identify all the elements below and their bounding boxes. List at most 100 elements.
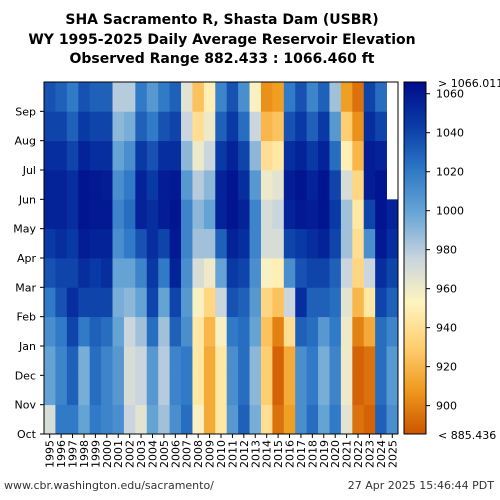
- heatmap-cell-2018-aug: [306, 111, 319, 142]
- heatmap-cell-2020-aug: [329, 111, 342, 142]
- heatmap-cell-2001-jul: [112, 140, 125, 171]
- heatmap-cell-2013-apr: [249, 228, 262, 259]
- heatmap-cell-2024-nov: [375, 375, 387, 406]
- heatmap-cell-2001-oct: [112, 404, 125, 435]
- heatmap-cell-2018-apr: [306, 228, 319, 259]
- heatmap-cell-2003-mar: [135, 258, 148, 288]
- month-label-oct: Oct: [17, 428, 37, 441]
- heatmap-cell-2024-jul: [375, 140, 387, 171]
- heatmap-cell-1999-may: [89, 199, 102, 230]
- heatmap-cell-2013-jul: [249, 140, 262, 171]
- heatmap-cell-2003-apr: [135, 228, 148, 259]
- heatmap-cell-2005-may: [158, 199, 171, 230]
- heatmap-cell-2018-sep: [306, 82, 319, 112]
- heatmap-cell-1995-jan: [44, 316, 56, 347]
- heatmap-cell-1998-jan: [78, 316, 91, 347]
- year-label-1998: 1998: [78, 440, 91, 468]
- heatmap-cell-2008-apr: [192, 228, 205, 259]
- heatmap-cell-2008-feb: [192, 287, 205, 318]
- heatmap-cell-1995-may: [44, 199, 56, 230]
- colorbar: [403, 81, 427, 435]
- heatmap-cell-2023-oct: [363, 404, 376, 435]
- heatmap-cell-2023-jan: [363, 316, 376, 347]
- heatmap-cell-2012-jan: [238, 316, 250, 347]
- heatmap-cell-2016-jan: [283, 316, 296, 347]
- heatmap-cell-2007-jul: [181, 140, 193, 171]
- heatmap-cell-2004-jan: [146, 316, 159, 347]
- heatmap-cell-1997-jan: [66, 316, 79, 347]
- heatmap-cell-1997-aug: [66, 111, 79, 142]
- heatmap-cell-2003-may: [135, 199, 148, 230]
- heatmap-cell-1996-apr: [55, 228, 68, 259]
- month-label-jan: Jan: [18, 340, 36, 353]
- heatmap-cell-2017-nov: [295, 375, 308, 406]
- heatmap-cell-2023-mar: [363, 258, 376, 288]
- heatmap-cell-2023-sep: [363, 82, 376, 112]
- heatmap-cell-2011-aug: [226, 111, 239, 142]
- heatmap-cell-2017-jul: [295, 140, 308, 171]
- heatmap-cell-2012-feb: [238, 287, 250, 318]
- heatmap-cell-1995-oct: [44, 404, 56, 435]
- heatmap-cell-2015-dec: [272, 346, 285, 376]
- heatmap-cell-2022-may: [352, 199, 365, 230]
- heatmap-cell-2016-sep: [283, 82, 296, 112]
- heatmap-cell-2020-jun: [329, 170, 342, 200]
- heatmap-cell-1996-feb: [55, 287, 68, 318]
- source-url: www.cbr.washington.edu/sacramento/: [4, 479, 214, 492]
- year-label-2024: 2024: [375, 440, 388, 468]
- year-label-2015: 2015: [272, 440, 285, 468]
- heatmap-cell-2011-sep: [226, 82, 239, 112]
- heatmap-cell-2010-dec: [215, 346, 228, 376]
- heatmap-cell-2021-aug: [340, 111, 353, 142]
- heatmap-cell-2004-dec: [146, 346, 159, 376]
- heatmap-cell-2024-aug: [375, 111, 387, 142]
- heatmap-cell-2014-mar: [260, 258, 273, 288]
- year-axis: 1995199619971998199920002001200220032004…: [44, 434, 399, 468]
- heatmap-cell-2002-aug: [123, 111, 136, 142]
- heatmap-cell-2024-sep: [375, 82, 387, 112]
- heatmap-cell-1996-aug: [55, 111, 68, 142]
- heatmap-cell-2008-jan: [192, 316, 205, 347]
- heatmap-cell-2007-dec: [181, 346, 193, 376]
- heatmap-cell-2016-jun: [283, 170, 296, 200]
- colorbar-tick-label-1060: 1060: [436, 88, 464, 101]
- heatmap-cell-2016-may: [283, 199, 296, 230]
- heatmap-cell-2006-jun: [169, 170, 182, 200]
- heatmap-cell-2012-apr: [238, 228, 250, 259]
- heatmap-cell-1996-jul: [55, 140, 68, 171]
- heatmap-cell-2000-dec: [101, 346, 113, 376]
- heatmap-cell-2002-apr: [123, 228, 136, 259]
- heatmap-cell-2000-may: [101, 199, 113, 230]
- colorbar-tick-label-900: 900: [436, 400, 457, 413]
- heatmap-cell-2000-aug: [101, 111, 113, 142]
- month-label-feb: Feb: [17, 311, 36, 324]
- heatmap-cell-2005-nov: [158, 375, 171, 406]
- heatmap-cell-2013-dec: [249, 346, 262, 376]
- heatmap-cell-2010-jan: [215, 316, 228, 347]
- heatmap-cell-2025-feb: [386, 287, 399, 318]
- heatmap-cell-2006-oct: [169, 404, 182, 435]
- year-label-1995: 1995: [44, 440, 57, 468]
- heatmap-cells: [44, 82, 399, 435]
- heatmap-cell-2011-oct: [226, 404, 239, 435]
- heatmap-cell-1999-mar: [89, 258, 102, 288]
- heatmap-cell-2015-jun: [272, 170, 285, 200]
- heatmap-cell-2011-jun: [226, 170, 239, 200]
- heatmap-cell-2005-sep: [158, 82, 171, 112]
- heatmap-cell-2004-nov: [146, 375, 159, 406]
- heatmap-cell-2010-oct: [215, 404, 228, 435]
- colorbar-tick-label-980: 980: [436, 244, 457, 257]
- heatmap-cell-2017-apr: [295, 228, 308, 259]
- heatmap-cell-2020-dec: [329, 346, 342, 376]
- heatmap-cell-2019-dec: [318, 346, 330, 376]
- heatmap-cell-2006-sep: [169, 82, 182, 112]
- year-label-1997: 1997: [67, 440, 80, 468]
- heatmap-cell-1998-jun: [78, 170, 91, 200]
- heatmap-cell-2017-jun: [295, 170, 308, 200]
- chart-title-line-1: SHA Sacramento R, Shasta Dam (USBR): [65, 12, 378, 28]
- heatmap-cell-2004-jul: [146, 140, 159, 171]
- heatmap-cell-1996-may: [55, 199, 68, 230]
- heatmap-cell-1999-jun: [89, 170, 102, 200]
- heatmap-cell-2013-aug: [249, 111, 262, 142]
